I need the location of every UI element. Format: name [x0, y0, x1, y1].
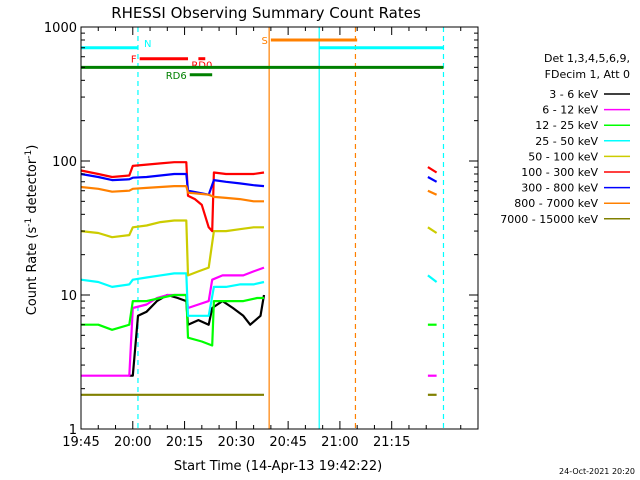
flag-label-4: RD6	[166, 71, 187, 82]
series-line-3-0	[80, 272, 265, 317]
y-tick-label-3: 1000	[44, 21, 77, 36]
flag-label-5: S	[262, 36, 268, 47]
y-tick-label-2: 100	[52, 155, 77, 170]
legend-label-3: 25 - 50 keV	[535, 135, 598, 148]
y-tick-label-1: 10	[60, 289, 77, 304]
flag-label-0: N	[144, 39, 151, 50]
series-line-5-0	[80, 161, 265, 233]
series-line-6-0	[80, 172, 265, 196]
legend-header-line-1: Det 1,3,4,5,6,9,	[544, 52, 630, 65]
y-axis-label: Count Rate (s-1 detector-1)	[24, 145, 40, 316]
legend: Det 1,3,4,5,6,9, FDecim 1, Att 0 3 - 6 k…	[500, 52, 630, 226]
series-line-1-0	[81, 266, 265, 377]
legend-label-5: 100 - 300 keV	[521, 166, 598, 179]
series-line-4-1	[427, 226, 438, 234]
series-line-0-0	[129, 293, 266, 377]
series-line-7-1	[427, 189, 438, 196]
series-line-6-1	[427, 176, 438, 183]
x-tick-label-5: 21:00	[321, 435, 358, 450]
x-tick-label-6: 21:15	[373, 435, 410, 450]
x-tick-label-4: 20:45	[269, 435, 306, 450]
series-line-7-0	[80, 185, 264, 203]
axes: 19:45 20:00 20:15 20:30 20:45 21:00 21:15 1 10 10…	[44, 21, 479, 450]
legend-label-6: 300 - 800 keV	[521, 182, 598, 195]
plot-area: NFRD0RD6S	[80, 27, 445, 429]
series-line-3-1	[427, 274, 438, 283]
legend-label-2: 12 - 25 keV	[535, 119, 598, 132]
footer-date: 24-Oct-2021 20:20	[559, 467, 635, 476]
series-line-2-0	[81, 293, 264, 347]
legend-label-4: 50 - 100 keV	[528, 150, 598, 163]
legend-label-0: 3 - 6 keV	[549, 88, 598, 101]
x-tick-label-2: 20:15	[166, 435, 203, 450]
plot-frame	[80, 26, 479, 430]
x-tick-label-3: 20:30	[218, 435, 255, 450]
x-axis-label: Start Time (14-Apr-13 19:42:22)	[174, 459, 382, 474]
flag-label-1: F	[131, 55, 137, 66]
legend-label-7: 800 - 7000 keV	[514, 197, 598, 210]
series-line-5-1	[427, 166, 438, 174]
x-tick-label-0: 19:45	[62, 435, 99, 450]
series-line-4-0	[80, 219, 264, 277]
chart-title: RHESSI Observing Summary Count Rates	[111, 4, 421, 22]
legend-label-8: 7000 - 15000 keV	[500, 213, 598, 226]
y-tick-label-0: 1	[69, 423, 77, 438]
legend-header-line-2: FDecim 1, Att 0	[545, 68, 630, 81]
x-tick-label-1: 20:00	[114, 435, 151, 450]
legend-label-1: 6 - 12 keV	[542, 104, 598, 117]
